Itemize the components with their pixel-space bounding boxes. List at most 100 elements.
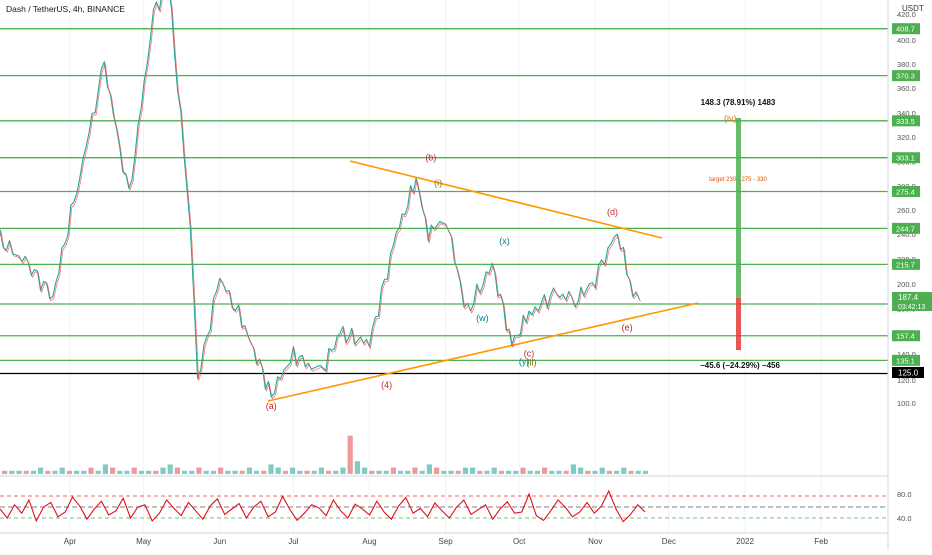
- price-tick-label: 200.0: [897, 280, 916, 289]
- level-price-tags: 408.7370.3333.5303.1275.4244.7215.7183.7…: [892, 23, 920, 366]
- wave-label: (w): [476, 313, 489, 323]
- level-tag: [892, 330, 920, 342]
- level-tag: [892, 115, 920, 127]
- price-tick-label: 380.0: [897, 60, 916, 69]
- volume-bar: [131, 467, 137, 474]
- time-axis-label: Jul: [288, 537, 298, 546]
- volume-bar: [506, 470, 512, 474]
- volume-bar: [513, 470, 519, 474]
- level-tag-text: 303.1: [896, 154, 915, 163]
- volume-bar: [52, 470, 58, 474]
- price-tick-label: 260.0: [897, 206, 916, 215]
- volume-bar: [189, 470, 195, 474]
- level-tag-text: 275.4: [896, 188, 915, 197]
- level-tag-text: 215.7: [896, 260, 915, 269]
- volume-bar: [470, 467, 476, 474]
- price-scale-bg: [888, 0, 932, 550]
- volume-bar: [362, 467, 368, 474]
- level-tag-text: 135.1: [896, 356, 915, 365]
- wave-label: (iv): [724, 113, 737, 123]
- volume-bar: [354, 461, 360, 474]
- volume-bar: [426, 464, 432, 474]
- level-tag-text: 157.4: [896, 332, 915, 341]
- rsi-tick-label: 40.0: [897, 514, 912, 523]
- time-axis[interactable]: Apr May Jun Jul Aug Sep Oct Nov Dec 2022 Feb: [0, 532, 888, 546]
- volume-bar: [369, 470, 375, 474]
- volume-bar: [304, 470, 310, 474]
- volume-bar: [441, 470, 447, 474]
- volume-bar: [621, 467, 627, 474]
- volume-bar: [606, 470, 612, 474]
- price-tick-label: 320.0: [897, 133, 916, 142]
- wave-label: (c): [524, 349, 535, 359]
- volume-bar: [146, 470, 152, 474]
- volume-bar: [102, 464, 108, 474]
- volume-bar: [297, 470, 303, 474]
- price-tick-label: 240.0: [897, 230, 916, 239]
- volume-bar: [182, 470, 188, 474]
- price-series-shadow: [0, 0, 641, 400]
- volume-bar: [326, 470, 332, 474]
- wave-label: (b): [425, 152, 436, 162]
- volume-bar: [491, 467, 497, 474]
- price-tick-label: 100.0: [897, 399, 916, 408]
- rsi-line: [0, 489, 646, 523]
- time-axis-label: Apr: [64, 537, 77, 546]
- volume-bar: [124, 470, 130, 474]
- volume-bar: [45, 470, 51, 474]
- rsi-pane: [0, 475, 888, 523]
- wave-label: (4): [381, 380, 392, 390]
- level-tag: [892, 70, 920, 82]
- rsi-tick-labels: 40.0 80.0: [897, 490, 912, 523]
- volume-bar: [527, 470, 533, 474]
- level-tag: [892, 222, 920, 234]
- price-tick-label: 400.0: [897, 36, 916, 45]
- time-axis-label: Oct: [513, 537, 526, 546]
- volume-bar: [254, 470, 260, 474]
- volume-bar: [88, 467, 94, 474]
- symbol-title: Dash / TetherUS, 4h, BINANCE: [6, 4, 125, 14]
- profit-zone[interactable]: [736, 118, 741, 298]
- wave-label: (e): [622, 323, 633, 333]
- level-tag-text: 370.3: [896, 72, 915, 81]
- wave-label: (ii): [526, 358, 536, 368]
- wave-label: (y): [519, 356, 530, 366]
- volume-bar: [434, 467, 440, 474]
- volume-bar: [398, 470, 404, 474]
- volume-bar: [376, 470, 382, 474]
- level-tag-text: 333.5: [896, 117, 915, 126]
- volume-bar: [23, 470, 29, 474]
- volume-bar: [419, 470, 425, 474]
- volume-bar: [448, 470, 454, 474]
- time-axis-label: Dec: [662, 537, 676, 546]
- loss-zone[interactable]: [736, 298, 741, 350]
- elliott-wave-labels: (a) (b) (i) (x) (w) (c)(y)(ii) (d) (e) (4) (iv): [266, 113, 737, 410]
- price-scale[interactable]: 100.0120.0140.0160.0180.0200.0220.0240.0…: [887, 0, 932, 550]
- price-series-line: [0, 0, 640, 398]
- volume-bar: [59, 467, 65, 474]
- level-tag: [892, 23, 920, 35]
- volume-bar: [30, 470, 36, 474]
- current-price-tag: [892, 292, 932, 311]
- volume-bar: [225, 470, 231, 474]
- volume-bar: [570, 464, 576, 474]
- volume-bar: [160, 467, 166, 474]
- volume-bar: [38, 467, 44, 474]
- volume-bar: [196, 467, 202, 474]
- upper-trendline[interactable]: [349, 160, 663, 239]
- volume-bar: [246, 467, 252, 474]
- price-tick-label: 120.0: [897, 376, 916, 385]
- volume-bar: [592, 470, 598, 474]
- lower-trendline[interactable]: [267, 302, 699, 402]
- rsi-tick-label: 80.0: [897, 490, 912, 499]
- volume-bar: [232, 470, 238, 474]
- volume-bar: [290, 467, 296, 474]
- volume-bar: [81, 470, 87, 474]
- time-axis-label: Sep: [438, 537, 453, 546]
- level-tag: [892, 258, 920, 270]
- volume-bar: [578, 467, 584, 474]
- volume-bar: [455, 470, 461, 474]
- volume-bar: [405, 470, 411, 474]
